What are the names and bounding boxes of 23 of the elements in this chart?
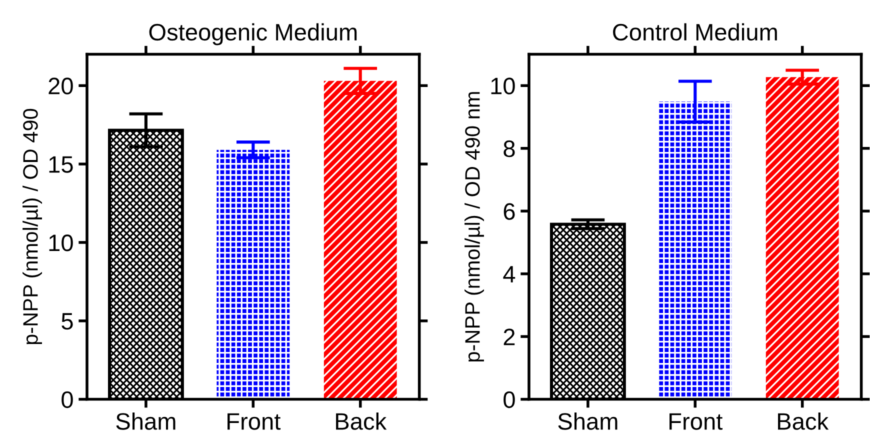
x-tick-label: Back [778, 412, 829, 430]
y-tick-label: 4 [503, 266, 516, 282]
y-tick-label: 0 [504, 391, 515, 408]
bar [766, 77, 839, 400]
x-tick-label: Front [228, 413, 281, 430]
x-tick-label: Sham [116, 412, 176, 430]
y-tick-label: 20 [48, 78, 73, 94]
bar [324, 80, 397, 400]
y-axis-title: p-NPP (nmol/µl) / OD 490 nm [464, 92, 484, 362]
chart-title: Osteogenic Medium [149, 23, 357, 46]
x-tick-label: Sham [558, 412, 618, 430]
y-tick-label: 5 [62, 313, 73, 330]
y-tick-label: 15 [49, 156, 73, 173]
y-tick-label: 8 [504, 140, 515, 158]
y-axis-title: p-NPP (nmol/µl) / OD 490 [22, 108, 42, 344]
y-tick-label: 0 [62, 391, 73, 408]
x-tick-label: Back [336, 412, 387, 430]
y-tick-label: 6 [504, 203, 515, 220]
y-tick-label: 10 [49, 234, 73, 252]
y-tick-label: 2 [504, 328, 515, 346]
x-tick-label: Front [670, 413, 723, 430]
chart-title: Control Medium [613, 23, 777, 41]
y-tick-label: 10 [491, 78, 515, 94]
